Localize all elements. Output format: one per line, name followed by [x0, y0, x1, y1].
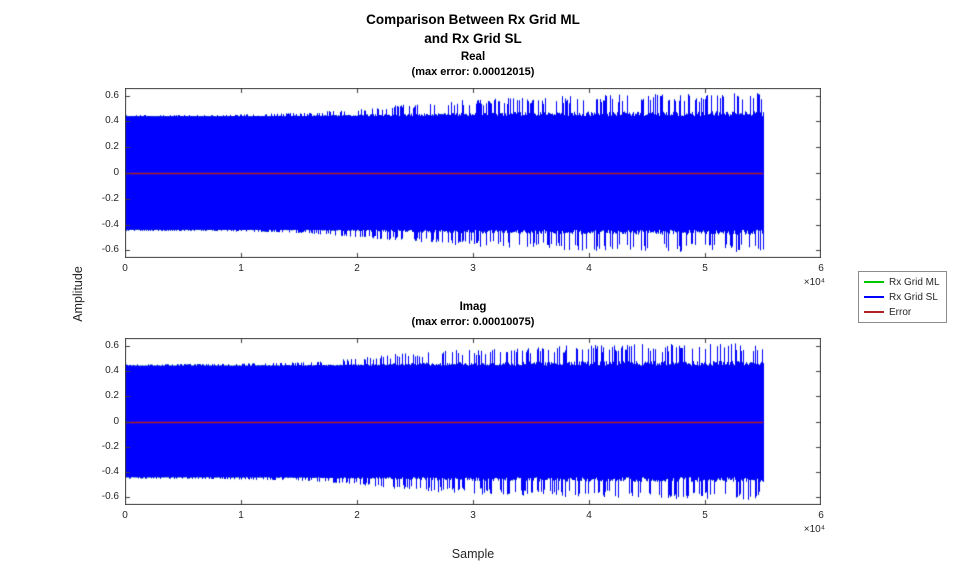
- y-tick-label: -0.2: [101, 440, 119, 452]
- y-tick-label: -0.6: [101, 244, 119, 256]
- y-tick-label: 0: [113, 167, 119, 178]
- y-tick-label: -0.2: [101, 192, 119, 204]
- y-axis-label: Amplitude: [71, 266, 85, 322]
- y-tick-label: 0.6: [105, 339, 119, 351]
- y-tick-label: -0.4: [101, 466, 119, 478]
- legend-entry: Rx Grid ML: [864, 276, 940, 288]
- x-tick-label: 6: [818, 263, 824, 274]
- x-tick-label: 4: [586, 510, 592, 521]
- figure-title-line1: Comparison Between Rx Grid ML: [366, 12, 580, 27]
- y-tick-label: -0.4: [101, 218, 119, 230]
- legend-entry: Rx Grid SL: [864, 291, 940, 303]
- x-tick-label: 4: [586, 263, 592, 274]
- subplot-title-text: Imag: [459, 301, 487, 313]
- axes-plot-area-imag: [125, 338, 821, 505]
- x-tick-label: 1: [238, 263, 244, 274]
- y-tick-label: 0.6: [105, 89, 119, 101]
- legend-line-sample: [864, 281, 884, 283]
- legend-entry-label: Rx Grid SL: [889, 291, 938, 303]
- figure-title-line2: and Rx Grid SL: [424, 31, 522, 46]
- legend-entry-label: Error: [889, 306, 912, 318]
- y-tick-label: -0.6: [101, 491, 119, 503]
- axes-plot-area-real: [125, 88, 821, 258]
- x-tick-label: 5: [702, 510, 708, 521]
- x-tick-label: 2: [354, 263, 360, 274]
- x-tick-label: 0: [122, 510, 128, 521]
- y-tick-label: 0.4: [105, 115, 119, 127]
- x-tick-label: 6: [818, 510, 824, 521]
- legend-entry: Error: [864, 306, 940, 318]
- x-tick-label: 5: [702, 263, 708, 274]
- y-tick-label: 0: [113, 415, 119, 427]
- x-tick-label: 0: [122, 263, 128, 274]
- legend-entry-label: Rx Grid ML: [889, 276, 940, 288]
- y-tick-label: 0.2: [105, 390, 119, 402]
- y-tick-label: 0.4: [105, 364, 119, 376]
- subplot-title: Real (max error: 0.00012015): [125, 50, 821, 79]
- figure-title: Comparison Between Rx Grid ML and Rx Gri…: [125, 10, 821, 48]
- x-tick-label: 1: [238, 510, 244, 521]
- x-tick-label: 2: [354, 510, 360, 521]
- subplot-subtitle-text: (max error: 0.00010075): [411, 316, 535, 328]
- x-axis-exponent: ×10⁴: [803, 277, 825, 288]
- x-tick-label: 3: [470, 510, 476, 521]
- x-axis-label: Sample: [451, 547, 495, 561]
- legend-line-sample: [864, 296, 884, 298]
- x-tick-label: 3: [470, 263, 476, 274]
- subplot-title-text: Real: [460, 51, 486, 63]
- y-tick-label: 0.2: [105, 141, 119, 153]
- subplot-subtitle-text: (max error: 0.00012015): [411, 66, 535, 78]
- legend: Rx Grid ML Rx Grid SL Error: [858, 271, 947, 323]
- legend-line-sample: [864, 311, 884, 313]
- subplot-title: Imag (max error: 0.00010075): [125, 300, 821, 329]
- x-axis-exponent: ×10⁴: [803, 524, 825, 535]
